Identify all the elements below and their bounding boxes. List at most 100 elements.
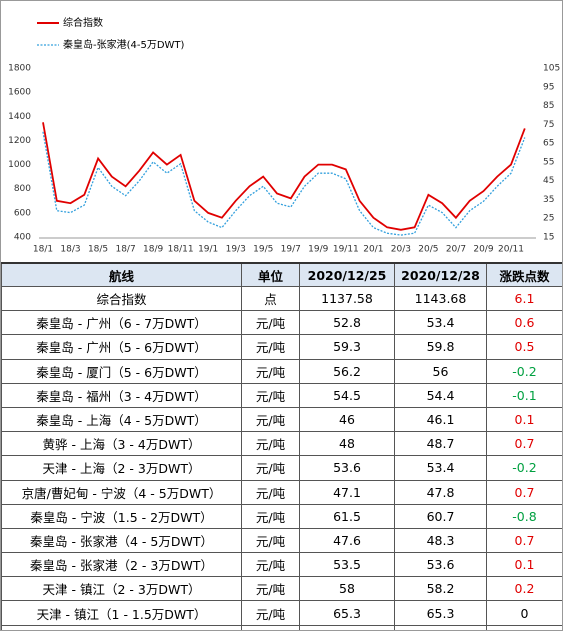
x-tick-label: 18/9 [143,245,163,255]
table-cell: 52.8 [299,310,395,336]
x-tick-label: 19/7 [281,245,301,255]
header-row: 航线 单位 2020/12/25 2020/12/28 涨跌点数 [1,262,562,287]
y2-tick-label: 65 [543,139,554,149]
header-cell: 航线 [1,262,242,287]
table-cell: 0.7 [486,479,562,505]
table-cell: 元/吨 [241,576,300,602]
legend-label: 秦皇岛-张家港(4-5万DWT) [63,38,185,51]
table-cell: 元/吨 [241,624,300,630]
table-cell: 47.6 [299,527,395,554]
table-cell: -0.2 [486,358,562,384]
y-tick-label: 400 [14,233,31,243]
x-tick-label: 20/9 [473,245,493,255]
y-tick-label: 1600 [8,88,31,98]
table-cell: 0.1 [486,406,562,433]
header-cell: 涨跌点数 [486,262,562,287]
x-tick-label: 19/11 [333,245,359,255]
table-cell: 京唐/曹妃甸 - 宁波（4 - 5万DWT） [1,479,242,505]
table-cell: 0.5 [486,334,562,360]
table-row: 秦皇岛 - 张家港（4 - 5万DWT） 元/吨 47.6 48.3 0.7 [1,527,562,554]
table-body: 综合指数点 1137.58 1143.68 6.1 秦皇岛 - 广州（6 - 7万DWT… [1,285,562,630]
table-cell: 元/吨 [241,406,300,433]
table-row: 秦皇岛 - 张家港（2 - 3万DWT） 元/吨 53.5 53.6 0.1 [1,552,562,578]
table-cell: 56.7 [299,624,395,630]
table-cell: 0.6 [486,310,562,336]
table-row: 综合指数点 1137.58 1143.68 6.1 [1,285,562,312]
table-cell: 元/吨 [241,527,300,554]
x-tick-label: 18/11 [168,245,194,255]
table-cell: 0.7 [486,527,562,554]
y-tick-label: 1000 [8,160,31,170]
table-cell: 元/吨 [241,503,300,529]
table-cell: 0.2 [486,576,562,602]
table-cell: 元/吨 [241,431,300,457]
y-tick-label: 600 [14,208,31,218]
header-cell: 2020/12/25 [299,262,395,287]
table-cell: 秦皇岛 - 南京（3 - 4万DWT） [1,624,242,630]
route-table: 航线 单位 2020/12/25 2020/12/28 涨跌点数 综合指数点 1137.5… [1,262,562,630]
table-row: 天津 - 上海（2 - 3万DWT） 元/吨 53.6 53.4 -0.2 [1,455,562,481]
x-tick-label: 20/5 [418,245,438,255]
table-cell: 65.3 [299,600,395,626]
table-row: 秦皇岛 - 广州（6 - 7万DWT） 元/吨 52.8 53.4 0.6 [1,310,562,336]
table-cell: 0.7 [486,431,562,457]
y-tick-label: 1800 [8,64,31,74]
table-cell: 54.4 [394,382,487,408]
y2-tick-label: 75 [543,120,554,130]
chart: 400 600 800 1000 1200 1400 1600 1800 15 25 35 45 55 6… [8,16,560,255]
x-tick-label: 19/3 [226,245,246,255]
table-cell: 53.6 [299,455,395,481]
table-cell: 47.1 [299,479,395,505]
table-cell: 46.1 [394,406,487,433]
table-cell: 秦皇岛 - 福州（3 - 4万DWT） [1,382,242,408]
y2-tick-label: 105 [543,64,560,74]
x-tick-label: 20/1 [363,245,383,255]
x-tick-label: 18/1 [33,245,53,255]
table-cell: 秦皇岛 - 张家港（4 - 5万DWT） [1,527,242,554]
y2-tick-label: 95 [543,82,554,92]
table-row: 秦皇岛 - 南京（3 - 4万DWT）元/吨56.756.80.1 [1,624,562,630]
table-cell: 元/吨 [241,600,300,626]
legend-label: 综合指数 [63,16,103,29]
table-cell: 天津 - 镇江（1 - 1.5万DWT） [1,600,242,626]
table-cell: 元/吨 [241,455,300,481]
table-cell: 秦皇岛 - 厦门（5 - 6万DWT） [1,358,242,384]
table-cell: 59.3 [299,334,395,360]
table-cell: 点 [241,285,300,312]
x-tick-label: 20/3 [391,245,411,255]
table-cell: 0 [486,600,562,626]
y2-tick-label: 25 [543,214,554,224]
x-tick-label: 20/7 [446,245,466,255]
y2-tick-label: 15 [543,233,554,243]
table-cell: 60.7 [394,503,487,529]
table-cell: 61.5 [299,503,395,529]
table-cell: 元/吨 [241,382,300,408]
table-cell: 综合指数 [1,285,242,312]
table-cell: 秦皇岛 - 张家港（2 - 3万DWT） [1,552,242,578]
table-row: 秦皇岛 - 宁波（1.5 - 2万DWT） 元/吨 61.5 60.7 -0.8 [1,503,562,529]
table-cell: 0.1 [486,552,562,578]
table-cell: 秦皇岛 - 宁波（1.5 - 2万DWT） [1,503,242,529]
table-cell: 元/吨 [241,552,300,578]
table-cell: 53.5 [299,552,395,578]
table-cell: 黄骅 - 上海（3 - 4万DWT） [1,431,242,457]
table-cell: 46 [299,406,395,433]
header-cell: 单位 [241,262,300,287]
table-row: 秦皇岛 - 上海（4 - 5万DWT） 元/吨 46 46.1 0.1 [1,406,562,433]
table-cell: 天津 - 上海（2 - 3万DWT） [1,455,242,481]
table-cell: 58 [299,576,395,602]
x-tick-label: 19/9 [308,245,328,255]
table-cell: 48.7 [394,431,487,457]
table-cell: 秦皇岛 - 上海（4 - 5万DWT） [1,406,242,433]
table-cell: 元/吨 [241,310,300,336]
table-cell: 天津 - 镇江（2 - 3万DWT） [1,576,242,602]
table-cell: 53.4 [394,455,487,481]
y-tick-label: 1400 [8,112,31,122]
series-line [42,122,526,231]
table-cell: 0.1 [486,624,562,630]
table-cell: 48.3 [394,527,487,554]
x-tick-label: 18/7 [115,245,135,255]
table-cell: 58.2 [394,576,487,602]
table-cell: 元/吨 [241,358,300,384]
